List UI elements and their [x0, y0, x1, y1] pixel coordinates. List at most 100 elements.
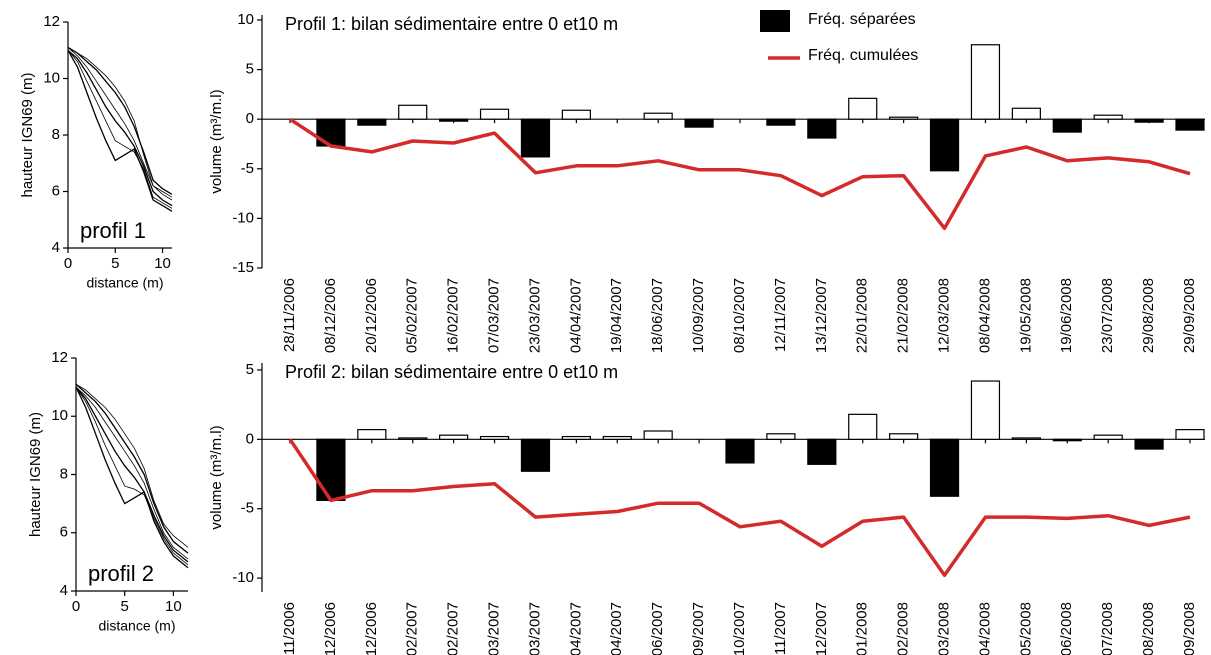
- x-tick-label: 23/03/2007: [526, 278, 543, 353]
- x-axis-label: distance (m): [86, 275, 163, 291]
- bar: [398, 104, 428, 120]
- x-tick-label: 19/06/2008: [1058, 278, 1075, 353]
- bar: [643, 430, 673, 440]
- x-tick-label: 04/04/2007: [567, 602, 584, 655]
- bar: [766, 118, 796, 126]
- x-tick-label: 18/06/2007: [649, 278, 666, 353]
- y-tick-label: 5: [246, 361, 254, 378]
- bar: [929, 118, 960, 172]
- y-tick-label: 8: [60, 465, 68, 482]
- legend-label: Fréq. séparées: [808, 11, 916, 28]
- x-tick-label: 22/01/2008: [854, 278, 871, 353]
- x-tick-label: 08/04/2008: [976, 278, 993, 353]
- x-tick-label: 04/04/2007: [567, 278, 584, 353]
- x-tick-label: 18/06/2007: [649, 602, 666, 655]
- cumulative-line: [288, 438, 1191, 578]
- x-tick-label: 08/10/2007: [731, 278, 748, 353]
- y-tick-label: -10: [232, 569, 254, 586]
- x-tick-label: 07/03/2007: [486, 278, 503, 353]
- y-tick-label: 10: [237, 11, 254, 28]
- bar: [398, 437, 428, 440]
- bar: [807, 438, 837, 465]
- x-tick-label: 08/10/2007: [731, 602, 748, 655]
- profile-line: [67, 49, 173, 212]
- profile-line: [75, 383, 189, 554]
- y-tick-label: 4: [52, 239, 60, 256]
- bar: [889, 433, 919, 440]
- x-tick-label: 23/07/2008: [1099, 602, 1116, 655]
- legend-swatch: [760, 10, 790, 32]
- x-tick-label: 0: [64, 255, 72, 272]
- x-tick-label: 12/11/2007: [772, 278, 789, 352]
- bar: [889, 116, 919, 120]
- bar: [1052, 118, 1082, 133]
- x-tick-label: 19/04/2007: [608, 602, 625, 655]
- y-tick-label: 12: [43, 13, 60, 30]
- bar: [561, 435, 591, 440]
- x-tick-label: 23/07/2008: [1099, 278, 1116, 353]
- x-tick-label: 19/05/2008: [1017, 602, 1034, 655]
- x-tick-label: 16/02/2007: [445, 278, 462, 353]
- bar: [561, 109, 591, 120]
- x-tick-label: 10: [154, 255, 171, 272]
- annotation: profil 1: [80, 218, 146, 243]
- bar: [725, 438, 755, 464]
- bar: [1093, 114, 1123, 120]
- bar: [807, 118, 837, 139]
- x-tick-label: 20/12/2006: [363, 278, 380, 353]
- y-tick-label: -5: [241, 160, 254, 177]
- cumulative-line: [289, 117, 1191, 231]
- profile-line: [67, 46, 173, 195]
- bar: [316, 118, 346, 147]
- x-tick-label: 10/09/2007: [690, 602, 707, 655]
- bar: [357, 429, 387, 440]
- y-tick-label: 0: [246, 110, 254, 127]
- x-tick-label: 19/06/2008: [1058, 602, 1075, 655]
- y-axis-label: volume (m³/m.l): [208, 89, 225, 193]
- x-tick-label: 23/03/2007: [526, 602, 543, 655]
- profile-line: [75, 386, 189, 566]
- x-tick-label: 16/02/2007: [445, 602, 462, 655]
- annotation: profil 2: [88, 561, 154, 586]
- y-axis-label: volume (m³/m.l): [208, 425, 225, 529]
- bar: [684, 118, 714, 128]
- x-tick-label: 10: [165, 598, 182, 615]
- bar: [520, 438, 551, 472]
- x-tick-label: 10/09/2007: [690, 278, 707, 353]
- x-tick-label: 12/03/2008: [936, 278, 953, 353]
- x-tick-label: 21/02/2008: [895, 602, 912, 655]
- profile-line: [67, 47, 173, 201]
- profile-line: [75, 386, 189, 569]
- y-tick-label: 12: [51, 349, 68, 366]
- y-tick-label: -15: [232, 259, 254, 276]
- profile-line: [75, 386, 189, 560]
- bar: [766, 433, 796, 440]
- legend-label: Fréq. cumulées: [808, 47, 918, 64]
- x-tick-label: 19/04/2007: [608, 278, 625, 353]
- x-tick-label: 20/12/2006: [363, 602, 380, 655]
- bar: [1093, 434, 1123, 440]
- chart-title: Profil 1: bilan sédimentaire entre 0 et1…: [285, 14, 618, 34]
- x-tick-label: 08/12/2006: [322, 602, 339, 655]
- bar: [357, 118, 387, 126]
- profile-line: [67, 47, 173, 198]
- x-tick-label: 28/11/2006: [281, 602, 298, 655]
- x-tick-label: 29/08/2008: [1140, 602, 1157, 655]
- profile-line: [75, 383, 189, 548]
- bar: [929, 438, 960, 497]
- x-tick-label: 29/08/2008: [1140, 278, 1157, 353]
- y-tick-label: 6: [52, 182, 60, 199]
- bar: [439, 434, 469, 440]
- y-tick-label: 10: [43, 69, 60, 86]
- x-tick-label: 0: [72, 598, 80, 615]
- bar: [479, 435, 510, 440]
- x-axis-label: distance (m): [98, 618, 175, 634]
- bar: [1175, 118, 1205, 131]
- bar: [1011, 437, 1041, 440]
- bar: [1175, 429, 1205, 440]
- y-tick-label: 10: [51, 407, 68, 424]
- y-tick-label: 4: [60, 582, 68, 599]
- bar: [316, 438, 346, 502]
- bar: [1052, 438, 1082, 442]
